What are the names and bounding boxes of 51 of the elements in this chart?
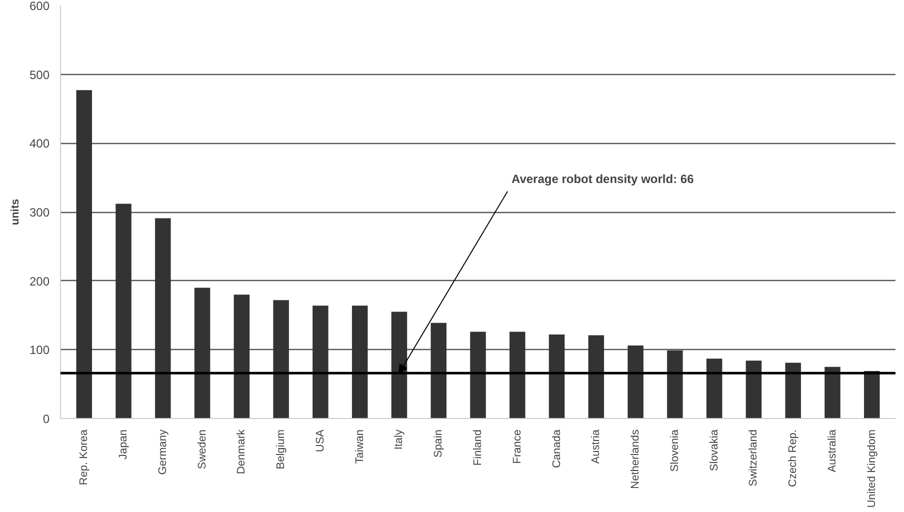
y-tick-label: 200 (29, 274, 50, 288)
bar (194, 288, 210, 418)
y-axis-title: units (9, 198, 22, 226)
bar (312, 306, 328, 418)
x-tick-label: Japan (118, 429, 130, 460)
bar (352, 306, 368, 418)
y-tick-label: 0 (42, 412, 50, 426)
x-tick-label: Canada (550, 428, 563, 468)
y-tick-label: 300 (29, 206, 50, 220)
bar (273, 300, 289, 418)
bar (864, 371, 880, 418)
x-tick-label: Italy (393, 429, 406, 450)
bar (628, 346, 644, 418)
x-tick-label: Belgium (275, 429, 288, 470)
x-tick-label: Sweden (196, 429, 208, 470)
annotation: Average robot density world: 66 (511, 172, 694, 186)
x-tick-label: Czech Rep. (787, 429, 800, 487)
x-tick-label: Rep. Korea (78, 428, 90, 486)
bar (746, 360, 762, 418)
bar (76, 90, 92, 418)
bar (470, 332, 486, 418)
bar (588, 335, 604, 418)
x-tick-label: Netherlands (630, 429, 642, 489)
bar (116, 204, 132, 418)
bar (824, 366, 840, 418)
x-tick-label: USA (314, 428, 326, 452)
bar (548, 334, 565, 418)
bar (785, 362, 801, 418)
x-tick-label: Finland (472, 430, 484, 466)
x-tick-label: Slovakia (708, 428, 720, 472)
x-tick-label: Switzerland (748, 430, 760, 486)
bar (234, 294, 250, 418)
x-tick-label: Denmark (236, 429, 248, 474)
bar (155, 218, 171, 418)
x-tick-label: Spain (432, 429, 445, 458)
x-tick-label: France (511, 429, 524, 464)
bar (706, 358, 722, 418)
y-tick-label: 400 (29, 136, 50, 151)
y-tick-label: 100 (29, 343, 50, 358)
x-tick-label: United Kingdom (866, 429, 878, 508)
bar (430, 322, 446, 418)
bar (510, 332, 526, 418)
x-tick-label: Slovenia (668, 428, 681, 472)
bar (391, 312, 408, 418)
y-tick-label: 500 (29, 68, 50, 82)
bar (667, 350, 683, 418)
x-tick-label: Austria (590, 428, 602, 464)
x-tick-label: Taiwan (354, 429, 366, 464)
x-tick-label: Germany (156, 429, 169, 475)
y-tick-label: 600 (29, 0, 50, 13)
x-tick-label: Australia (826, 428, 838, 472)
